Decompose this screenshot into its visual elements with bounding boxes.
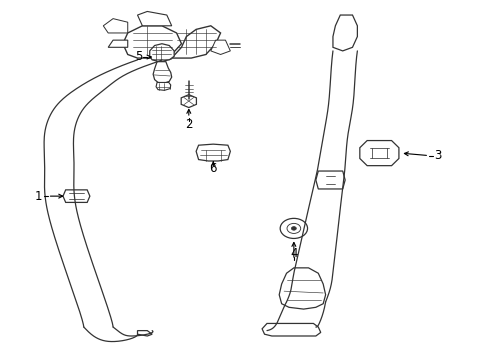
Text: 1: 1 <box>35 190 43 203</box>
Text: 2: 2 <box>185 118 193 131</box>
Polygon shape <box>63 190 90 202</box>
Polygon shape <box>138 12 172 26</box>
Circle shape <box>280 219 308 238</box>
Text: 6: 6 <box>210 162 217 175</box>
Polygon shape <box>103 19 128 33</box>
Polygon shape <box>262 323 321 336</box>
Polygon shape <box>196 144 230 161</box>
Text: 3: 3 <box>434 149 441 162</box>
Circle shape <box>292 226 296 230</box>
Polygon shape <box>211 40 230 54</box>
Polygon shape <box>156 82 171 90</box>
Polygon shape <box>333 15 357 51</box>
Text: 5: 5 <box>135 50 142 63</box>
Polygon shape <box>123 26 181 58</box>
Polygon shape <box>138 330 152 336</box>
Polygon shape <box>153 62 172 83</box>
Polygon shape <box>181 95 196 108</box>
Polygon shape <box>150 44 174 62</box>
Polygon shape <box>360 140 399 166</box>
Polygon shape <box>108 40 128 47</box>
Polygon shape <box>279 268 326 309</box>
Polygon shape <box>172 26 220 58</box>
Polygon shape <box>316 171 345 189</box>
Text: 4: 4 <box>290 247 297 260</box>
